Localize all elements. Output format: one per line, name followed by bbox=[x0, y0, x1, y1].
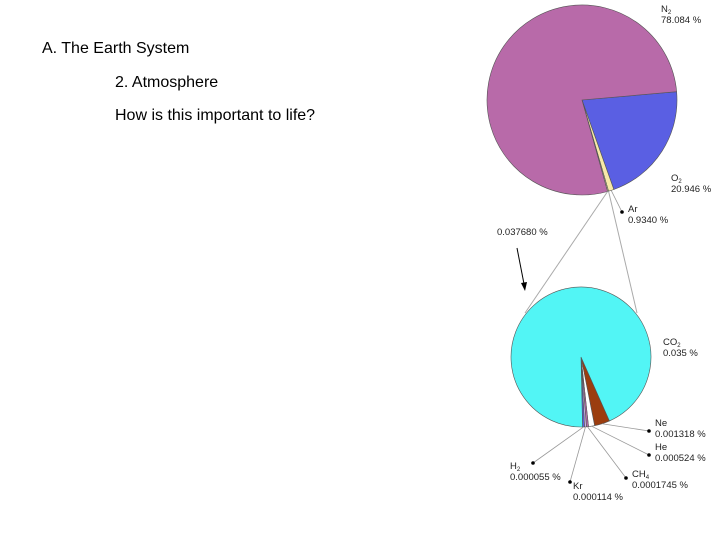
detail-dot-he bbox=[647, 453, 651, 457]
detail-leader-ch4 bbox=[587, 426, 627, 479]
callout-arrow bbox=[516, 247, 526, 290]
slide-question: How is this important to life? bbox=[115, 107, 316, 124]
main-callout-trace: 0.037680 % bbox=[497, 227, 548, 238]
main-slice-o2 bbox=[581, 91, 678, 190]
main-value-o2: 20.946 % bbox=[671, 184, 712, 195]
detail-label-h2: H2 bbox=[510, 461, 521, 473]
detail-value-h2: 0.000055 % bbox=[510, 472, 561, 483]
detail-dot-ne bbox=[647, 429, 651, 433]
detail-leader-ne bbox=[602, 423, 650, 432]
detail-slice-co2 bbox=[510, 286, 652, 428]
slide-subheading: 2. Atmosphere bbox=[115, 74, 219, 91]
main-label-o2: O2 bbox=[671, 173, 682, 185]
detail-dot-kr bbox=[568, 480, 572, 484]
detail-label-ne: Ne bbox=[655, 418, 667, 429]
detail-leader-he bbox=[591, 425, 650, 456]
detail-label-ch4: CH4 bbox=[632, 469, 650, 481]
zoom-line-right bbox=[608, 191, 638, 314]
detail-label-co2: CO2 bbox=[663, 337, 681, 349]
main-label-n2: N2 bbox=[661, 4, 672, 16]
callout-arrowhead bbox=[521, 282, 527, 291]
detail-leader-h2 bbox=[532, 426, 584, 464]
detail-label-he: He bbox=[655, 442, 667, 453]
detail-dot-ch4 bbox=[624, 476, 628, 480]
detail-value-co2: 0.035 % bbox=[663, 348, 698, 359]
detail-value-he: 0.000524 % bbox=[655, 453, 706, 464]
main-value-n2: 78.084 % bbox=[661, 15, 702, 26]
detail-dot-h2 bbox=[531, 461, 535, 465]
slide-heading: A. The Earth System bbox=[42, 40, 190, 57]
zoom-line-left bbox=[524, 191, 609, 314]
detail-pie bbox=[510, 286, 652, 428]
detail-value-kr: 0.000114 % bbox=[573, 492, 624, 503]
main-leader-ar bbox=[610, 190, 623, 213]
main-value-ar: 0.9340 % bbox=[628, 215, 669, 226]
detail-label-kr: Kr bbox=[573, 481, 583, 492]
zoom-lines bbox=[524, 191, 638, 314]
main-dot-ar bbox=[620, 210, 624, 214]
detail-value-ch4: 0.0001745 % bbox=[632, 480, 689, 491]
main-label-ar: Ar bbox=[628, 204, 638, 215]
detail-value-ne: 0.001318 % bbox=[655, 429, 706, 440]
main-slice-n2 bbox=[486, 4, 677, 196]
main-pie bbox=[486, 4, 678, 196]
detail-leader-kr bbox=[569, 426, 586, 483]
